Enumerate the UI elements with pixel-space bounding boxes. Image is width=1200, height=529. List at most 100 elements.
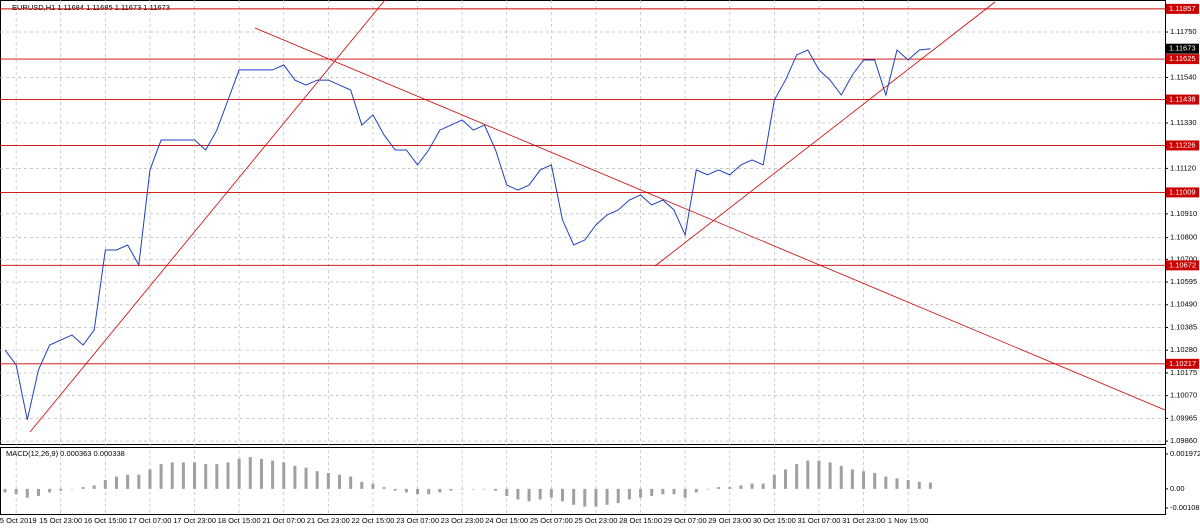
macd-bar — [761, 483, 765, 489]
level-tag — [1166, 3, 1199, 14]
macd-bar — [36, 488, 40, 496]
macd-bar — [259, 458, 263, 489]
macd-bar — [304, 467, 308, 489]
macd-bar — [728, 487, 732, 489]
macd-bar — [527, 488, 531, 502]
macd-bar — [338, 474, 341, 489]
x-tick-label: 23 Oct 23:00 — [441, 516, 484, 525]
level-label: 1.11857 — [1169, 4, 1196, 13]
level-tag — [1166, 140, 1199, 151]
chart-title: EURUSD,H1 1.11684 1.11685 1.11673 1.1167… — [12, 3, 170, 12]
macd-bar — [616, 488, 620, 504]
macd-bar — [561, 488, 564, 502]
x-tick-label: 15 Oct 23:00 — [39, 516, 82, 525]
macd-bar — [928, 482, 932, 489]
macd-bar — [59, 488, 63, 491]
y-tick-label: 1.10280 — [1170, 345, 1197, 354]
macd-frame — [0, 447, 1166, 515]
y-tick-label: 1.10490 — [1170, 300, 1197, 309]
macd-bar — [126, 474, 130, 489]
y-tick-label: 0.001972 — [1170, 449, 1200, 458]
x-tick-label: 25 Oct 07:00 — [530, 516, 573, 525]
y-tick-label: 1.11540 — [1170, 72, 1197, 81]
macd-bar — [639, 488, 643, 498]
x-tick-label: 15 Oct 2019 — [0, 516, 37, 525]
macd-bar — [594, 488, 598, 507]
level-tag — [1166, 54, 1199, 65]
y-tick-label: 1.09965 — [1170, 413, 1197, 422]
x-tick-label: 17 Oct 23:00 — [173, 516, 216, 525]
level-label: 1.11226 — [1169, 140, 1196, 149]
y-tick-label: 1.11120 — [1170, 163, 1196, 172]
macd-bar — [583, 488, 587, 507]
macd-bar — [884, 476, 888, 489]
x-tick-label: 18 Oct 15:00 — [218, 516, 261, 525]
x-tick-label: 30 Oct 15:00 — [753, 516, 796, 525]
macd-bar — [650, 488, 654, 496]
macd-bar — [449, 488, 453, 491]
macd-title: MACD(12,26,9) 0.000363 0.000338 — [6, 449, 125, 458]
macd-bar — [70, 488, 74, 490]
x-tick-label: 16 Oct 15:00 — [84, 516, 127, 525]
macd-bar — [817, 460, 821, 489]
macd-bar — [382, 487, 386, 489]
x-tick-label: 21 Oct 23:00 — [307, 516, 350, 525]
macd-bar — [516, 488, 520, 500]
macd-bar — [627, 488, 631, 500]
macd-bar — [215, 464, 219, 489]
x-tick-label: 31 Oct 23:00 — [842, 516, 885, 525]
macd-bar — [271, 460, 275, 489]
y-tick-label: -0.00108 — [1170, 503, 1200, 512]
macd-bar — [25, 488, 29, 498]
y-tick-label: 1.11330 — [1170, 118, 1197, 127]
macd-bar — [549, 488, 553, 498]
macd-bar — [850, 469, 854, 489]
macd-bar — [193, 462, 197, 489]
macd-bar — [92, 485, 96, 489]
macd-bar — [393, 488, 397, 491]
x-tick-label: 17 Oct 07:00 — [128, 516, 171, 525]
macd-bar — [14, 488, 18, 495]
macd-bar — [248, 457, 252, 489]
macd-bar — [839, 465, 843, 489]
macd-bar — [784, 469, 787, 489]
macd-bar — [204, 464, 208, 489]
x-tick-label: 31 Oct 07:00 — [797, 516, 840, 525]
main-frame — [0, 0, 1166, 445]
macd-bar — [282, 462, 286, 489]
last-price-tag — [1166, 43, 1199, 54]
macd-bar — [873, 472, 877, 489]
last-price-label: 1.11673 — [1169, 44, 1196, 53]
y-tick-label: 1.10700 — [1170, 254, 1197, 263]
macd-bar — [917, 481, 921, 489]
x-tick-label: 1 Nov 15:00 — [888, 516, 928, 525]
macd-bar — [795, 464, 799, 489]
macd-bar — [315, 471, 319, 489]
y-tick-label: 1.10070 — [1170, 391, 1197, 400]
macd-bar — [416, 488, 420, 495]
macd-bar — [605, 488, 609, 505]
macd-bar — [360, 481, 364, 489]
level-label: 1.11438 — [1169, 95, 1196, 104]
macd-bar — [694, 488, 698, 493]
macd-bar — [661, 488, 665, 495]
y-tick-label: 1.10800 — [1170, 233, 1197, 242]
macd-bar — [326, 472, 330, 489]
x-tick-label: 24 Oct 15:00 — [485, 516, 528, 525]
macd-bar — [81, 487, 85, 489]
x-tick-label: 29 Oct 07:00 — [664, 516, 707, 525]
macd-bar — [482, 488, 486, 490]
macd-bar — [739, 485, 743, 489]
macd-bar — [806, 460, 810, 489]
trendline — [29, 0, 386, 433]
macd-bar — [460, 488, 464, 490]
level-label: 1.11625 — [1169, 54, 1196, 63]
x-tick-label: 23 Oct 07:00 — [396, 516, 439, 525]
macd-bar — [427, 488, 431, 495]
macd-bar — [371, 483, 375, 489]
y-tick-label: 1.10910 — [1170, 209, 1197, 218]
macd-bar — [159, 464, 163, 489]
x-tick-label: 29 Oct 23:00 — [708, 516, 751, 525]
macd-bar — [538, 488, 542, 500]
